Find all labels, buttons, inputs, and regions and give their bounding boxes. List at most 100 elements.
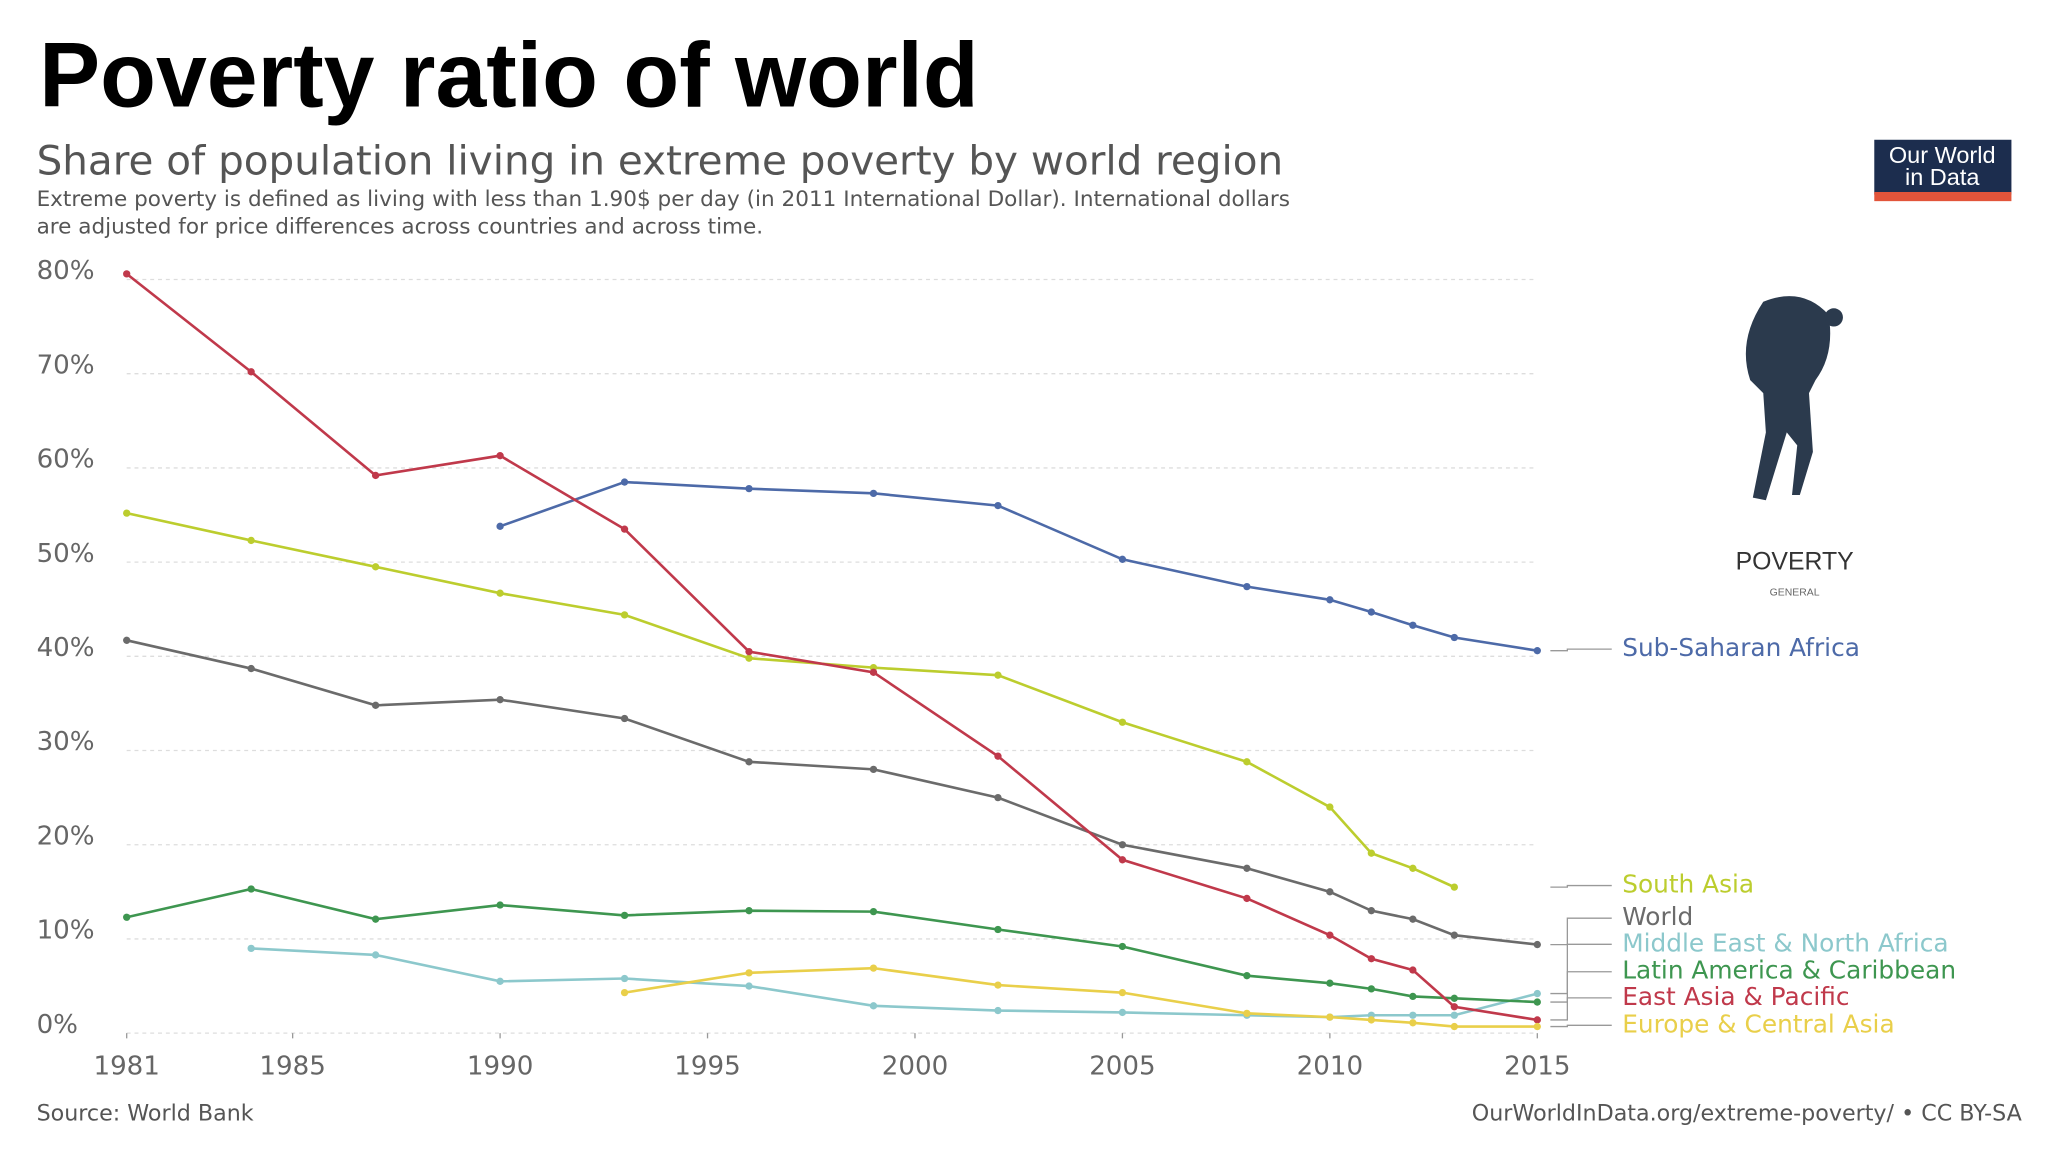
data-point	[1118, 555, 1127, 563]
data-point	[1326, 1013, 1334, 1021]
data-point	[1450, 931, 1458, 939]
leader-line	[1550, 648, 1612, 652]
y-tick-label: 0%	[37, 1010, 78, 1040]
data-point	[1118, 1008, 1127, 1017]
data-point	[1243, 758, 1251, 766]
legend-label: Sub-Saharan Africa	[1622, 633, 1860, 662]
logo-stripe	[1874, 192, 2012, 202]
data-point	[1243, 1009, 1251, 1018]
data-point	[745, 484, 753, 493]
data-point	[371, 471, 380, 480]
leader-line	[1550, 971, 1612, 1003]
data-point	[1367, 608, 1376, 616]
data-point	[620, 525, 629, 533]
data-point	[1533, 940, 1541, 949]
data-point	[496, 452, 504, 460]
data-point	[1450, 1003, 1458, 1011]
data-point	[247, 664, 255, 673]
leader-line	[1550, 943, 1612, 995]
data-point	[869, 1002, 878, 1010]
data-point	[1118, 718, 1127, 726]
credit: OurWorldInData.org/extreme-poverty/ • CC…	[1472, 1101, 2022, 1127]
legend-label: Europe & Central Asia	[1622, 1009, 1894, 1038]
data-point	[1326, 803, 1334, 811]
icon-figure	[1745, 296, 1831, 501]
data-point	[123, 636, 131, 644]
data-point	[496, 522, 504, 530]
x-tick-label: 2015	[1504, 1052, 1570, 1082]
leader-line	[1550, 997, 1612, 1021]
icon-subcaption: GENERAL	[1770, 588, 1820, 599]
subtitle: Extreme poverty is defined as living wit…	[37, 187, 1290, 212]
data-point	[869, 765, 878, 774]
data-point	[247, 944, 255, 953]
data-point	[371, 563, 380, 571]
data-point	[745, 647, 753, 656]
icon-caption: POVERTY	[1736, 548, 1854, 575]
y-tick-label: 50%	[37, 539, 95, 569]
logo: Our World in Data	[1874, 139, 2012, 202]
series-line	[126, 511, 1455, 889]
data-point	[869, 668, 878, 676]
data-point	[1450, 1011, 1458, 1019]
data-point	[620, 911, 629, 920]
subtitle: are adjusted for price differences acros…	[37, 214, 764, 239]
legend-label: East Asia & Pacific	[1622, 982, 1849, 1011]
x-tick-label: 1985	[259, 1052, 325, 1082]
data-point	[496, 977, 504, 985]
logo-text: in Data	[1905, 164, 1980, 190]
y-tick-label: 70%	[37, 350, 95, 380]
legend-label: South Asia	[1622, 870, 1754, 899]
data-point	[1450, 633, 1458, 642]
data-point	[247, 368, 255, 376]
leader-line	[1550, 1024, 1612, 1028]
data-point	[745, 982, 753, 990]
data-point	[994, 981, 1002, 989]
data-point	[745, 758, 753, 766]
legend-label: Latin America & Caribbean	[1622, 956, 1956, 985]
data-point	[247, 885, 255, 893]
data-point	[1409, 915, 1417, 923]
x-tick-label: 1995	[674, 1052, 740, 1082]
data-point	[1118, 942, 1127, 951]
data-point	[1326, 979, 1334, 987]
data-point	[496, 696, 504, 704]
data-point	[1326, 931, 1334, 939]
data-point	[1409, 992, 1417, 1001]
y-tick-label: 40%	[37, 633, 95, 663]
chart-title: Share of population living in extreme po…	[37, 136, 1284, 184]
data-point	[1118, 841, 1127, 849]
data-point	[620, 714, 629, 723]
data-point	[1450, 994, 1458, 1002]
data-point	[1243, 972, 1251, 980]
legend-label: Middle East & North Africa	[1622, 928, 1948, 957]
data-point	[745, 654, 753, 662]
data-point	[1450, 1022, 1458, 1031]
data-point	[1533, 1016, 1541, 1024]
data-point	[1409, 1019, 1417, 1027]
data-point	[1533, 989, 1541, 998]
data-point	[496, 589, 504, 597]
data-point	[994, 925, 1002, 934]
data-point	[869, 907, 878, 916]
data-point	[1409, 621, 1417, 629]
data-point	[1326, 888, 1334, 896]
data-point	[869, 964, 878, 972]
data-point	[1409, 966, 1417, 974]
data-point	[620, 974, 629, 983]
y-tick-label: 10%	[37, 916, 95, 946]
data-point	[620, 988, 629, 997]
data-point	[1326, 596, 1334, 604]
series-line	[251, 947, 1538, 1019]
data-point	[123, 509, 131, 517]
poverty-icon: POVERTY GENERAL	[1736, 296, 1854, 599]
data-point	[1367, 1016, 1376, 1024]
data-point	[620, 478, 629, 486]
data-point	[371, 951, 380, 959]
data-point	[1243, 894, 1251, 903]
data-point	[994, 752, 1002, 760]
data-point	[745, 969, 753, 977]
y-tick-label: 60%	[37, 445, 95, 475]
data-point	[1243, 582, 1251, 591]
